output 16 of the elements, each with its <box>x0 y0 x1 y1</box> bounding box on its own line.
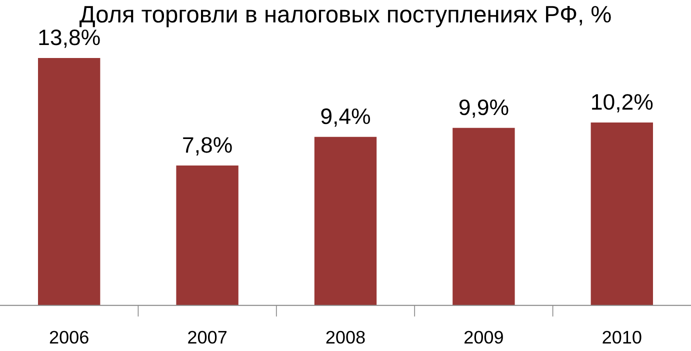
data-label: 10,2% <box>592 94 653 112</box>
x-tick-label: 2007 <box>188 330 226 344</box>
data-label: 7,8% <box>183 137 232 156</box>
x-tick-label: 2008 <box>326 330 365 344</box>
bar <box>314 136 377 306</box>
bar <box>176 166 238 306</box>
x-tick-label: 2006 <box>50 330 88 344</box>
x-tick-label: 2010 <box>602 330 642 344</box>
data-label: 13,8% <box>39 30 100 48</box>
bar <box>38 58 100 306</box>
x-tick-label: 2009 <box>464 330 503 344</box>
data-label: 9,4% <box>321 108 370 127</box>
bar <box>590 122 653 306</box>
bar <box>452 128 515 306</box>
data-label: 9,9% <box>459 99 508 118</box>
chart-title: Доля торговли в налоговых поступлениях РФ, % <box>80 6 611 28</box>
